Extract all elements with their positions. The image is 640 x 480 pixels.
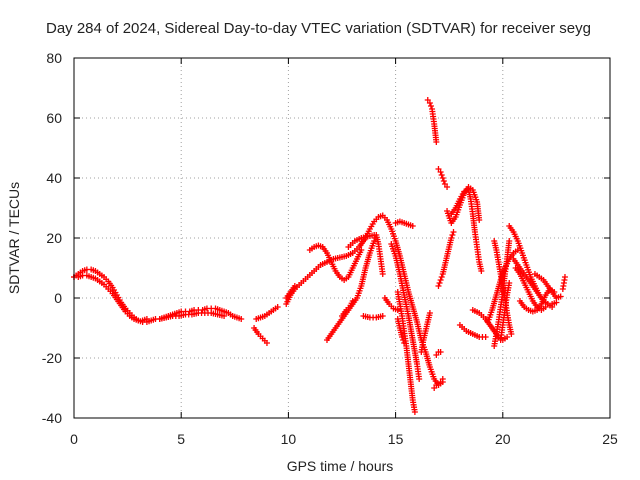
data-point — [508, 331, 515, 337]
data-point — [394, 307, 401, 313]
series-arc-11 — [345, 232, 378, 250]
series-arc-20 — [433, 349, 444, 358]
data-point — [549, 304, 556, 310]
series-arc-15 — [394, 289, 418, 415]
data-point — [411, 409, 418, 415]
data-point — [426, 100, 433, 106]
series-arc-23 — [444, 184, 483, 226]
x-tick-label: 20 — [495, 431, 511, 447]
data-point — [482, 334, 489, 340]
axis-ticks — [73, 57, 611, 419]
x-tick-label: 0 — [70, 431, 78, 447]
data-point — [427, 103, 434, 109]
data-point — [439, 376, 446, 382]
data-point — [426, 310, 433, 316]
data-point — [401, 340, 408, 346]
data-point — [438, 274, 445, 280]
series-arc-37 — [559, 274, 568, 292]
y-tick-label: 40 — [46, 170, 62, 186]
data-point — [450, 229, 457, 235]
data-point — [506, 280, 513, 286]
series-arc-2 — [71, 272, 150, 324]
data-point — [542, 304, 549, 310]
data-point — [433, 139, 440, 145]
series-arc-13 — [381, 295, 401, 313]
data-point — [291, 283, 298, 289]
y-axis-label: SDTVAR / TECUs — [6, 182, 22, 294]
series-arc-8 — [323, 232, 386, 343]
series-arc-19 — [431, 376, 446, 391]
data-point — [416, 376, 423, 382]
x-tick-label: 15 — [388, 431, 404, 447]
series-arc-21 — [424, 97, 440, 145]
data-point — [439, 175, 446, 181]
data-point — [379, 313, 386, 319]
series-arc-3 — [156, 310, 228, 322]
series-arc-22 — [435, 166, 451, 190]
data-point — [400, 337, 407, 343]
series-arc-36 — [531, 271, 564, 301]
y-tick-label: 80 — [46, 50, 62, 66]
data-point — [399, 334, 406, 340]
data-point — [504, 334, 511, 340]
data-point — [436, 280, 443, 286]
y-tick-label: 60 — [46, 110, 62, 126]
x-tick-label: 10 — [281, 431, 297, 447]
data-point — [437, 277, 444, 283]
series-arc-7 — [283, 283, 298, 301]
y-tick-labels: -40 -20 0 20 40 60 80 — [42, 50, 62, 426]
data-point — [506, 238, 513, 244]
data-point — [358, 247, 365, 253]
data-point — [371, 238, 378, 244]
data-point — [263, 340, 270, 346]
data-point — [478, 268, 485, 274]
series-arc-25 — [435, 229, 457, 289]
data-point — [274, 304, 281, 310]
series-arc-9 — [339, 298, 356, 319]
data-point — [221, 313, 228, 319]
series-arc-4 — [251, 325, 270, 346]
data-point — [476, 217, 483, 223]
data-point — [557, 293, 564, 300]
series-arc-12 — [360, 313, 386, 321]
data-point — [437, 349, 444, 355]
data-points — [71, 97, 568, 415]
data-point — [444, 184, 451, 190]
series-arc-17 — [392, 218, 416, 229]
series-arc-16 — [394, 316, 408, 346]
x-tick-label: 5 — [177, 431, 185, 447]
data-point — [448, 235, 455, 241]
data-point — [440, 178, 447, 184]
data-point — [238, 316, 245, 322]
grid-lines — [74, 58, 610, 418]
series-arc-14 — [388, 241, 423, 382]
data-point — [409, 223, 416, 229]
data-point — [435, 283, 442, 289]
data-point — [371, 232, 378, 238]
series-arc-5 — [253, 304, 281, 322]
data-point — [349, 298, 356, 304]
series-arc-10 — [306, 242, 365, 283]
x-axis-label: GPS time / hours — [287, 458, 394, 474]
data-point — [143, 316, 150, 322]
series-arc-18 — [418, 310, 433, 355]
y-tick-label: 20 — [46, 230, 62, 246]
data-point — [438, 172, 445, 178]
y-tick-label: 0 — [54, 290, 62, 306]
data-point — [449, 232, 456, 238]
data-point — [437, 169, 444, 175]
series-arc-31 — [491, 238, 515, 337]
data-point — [561, 274, 568, 280]
x-tick-labels: 0 5 10 15 20 25 — [70, 431, 618, 447]
x-tick-label: 25 — [602, 431, 618, 447]
data-point — [379, 271, 386, 277]
series-arc-24 — [448, 187, 485, 274]
y-tick-label: -20 — [42, 350, 62, 366]
series-arc-6 — [283, 212, 446, 388]
y-tick-label: -40 — [42, 410, 62, 426]
chart-title: Day 284 of 2024, Sidereal Day-to-day VTE… — [46, 20, 591, 37]
series-arc-26 — [456, 322, 489, 340]
